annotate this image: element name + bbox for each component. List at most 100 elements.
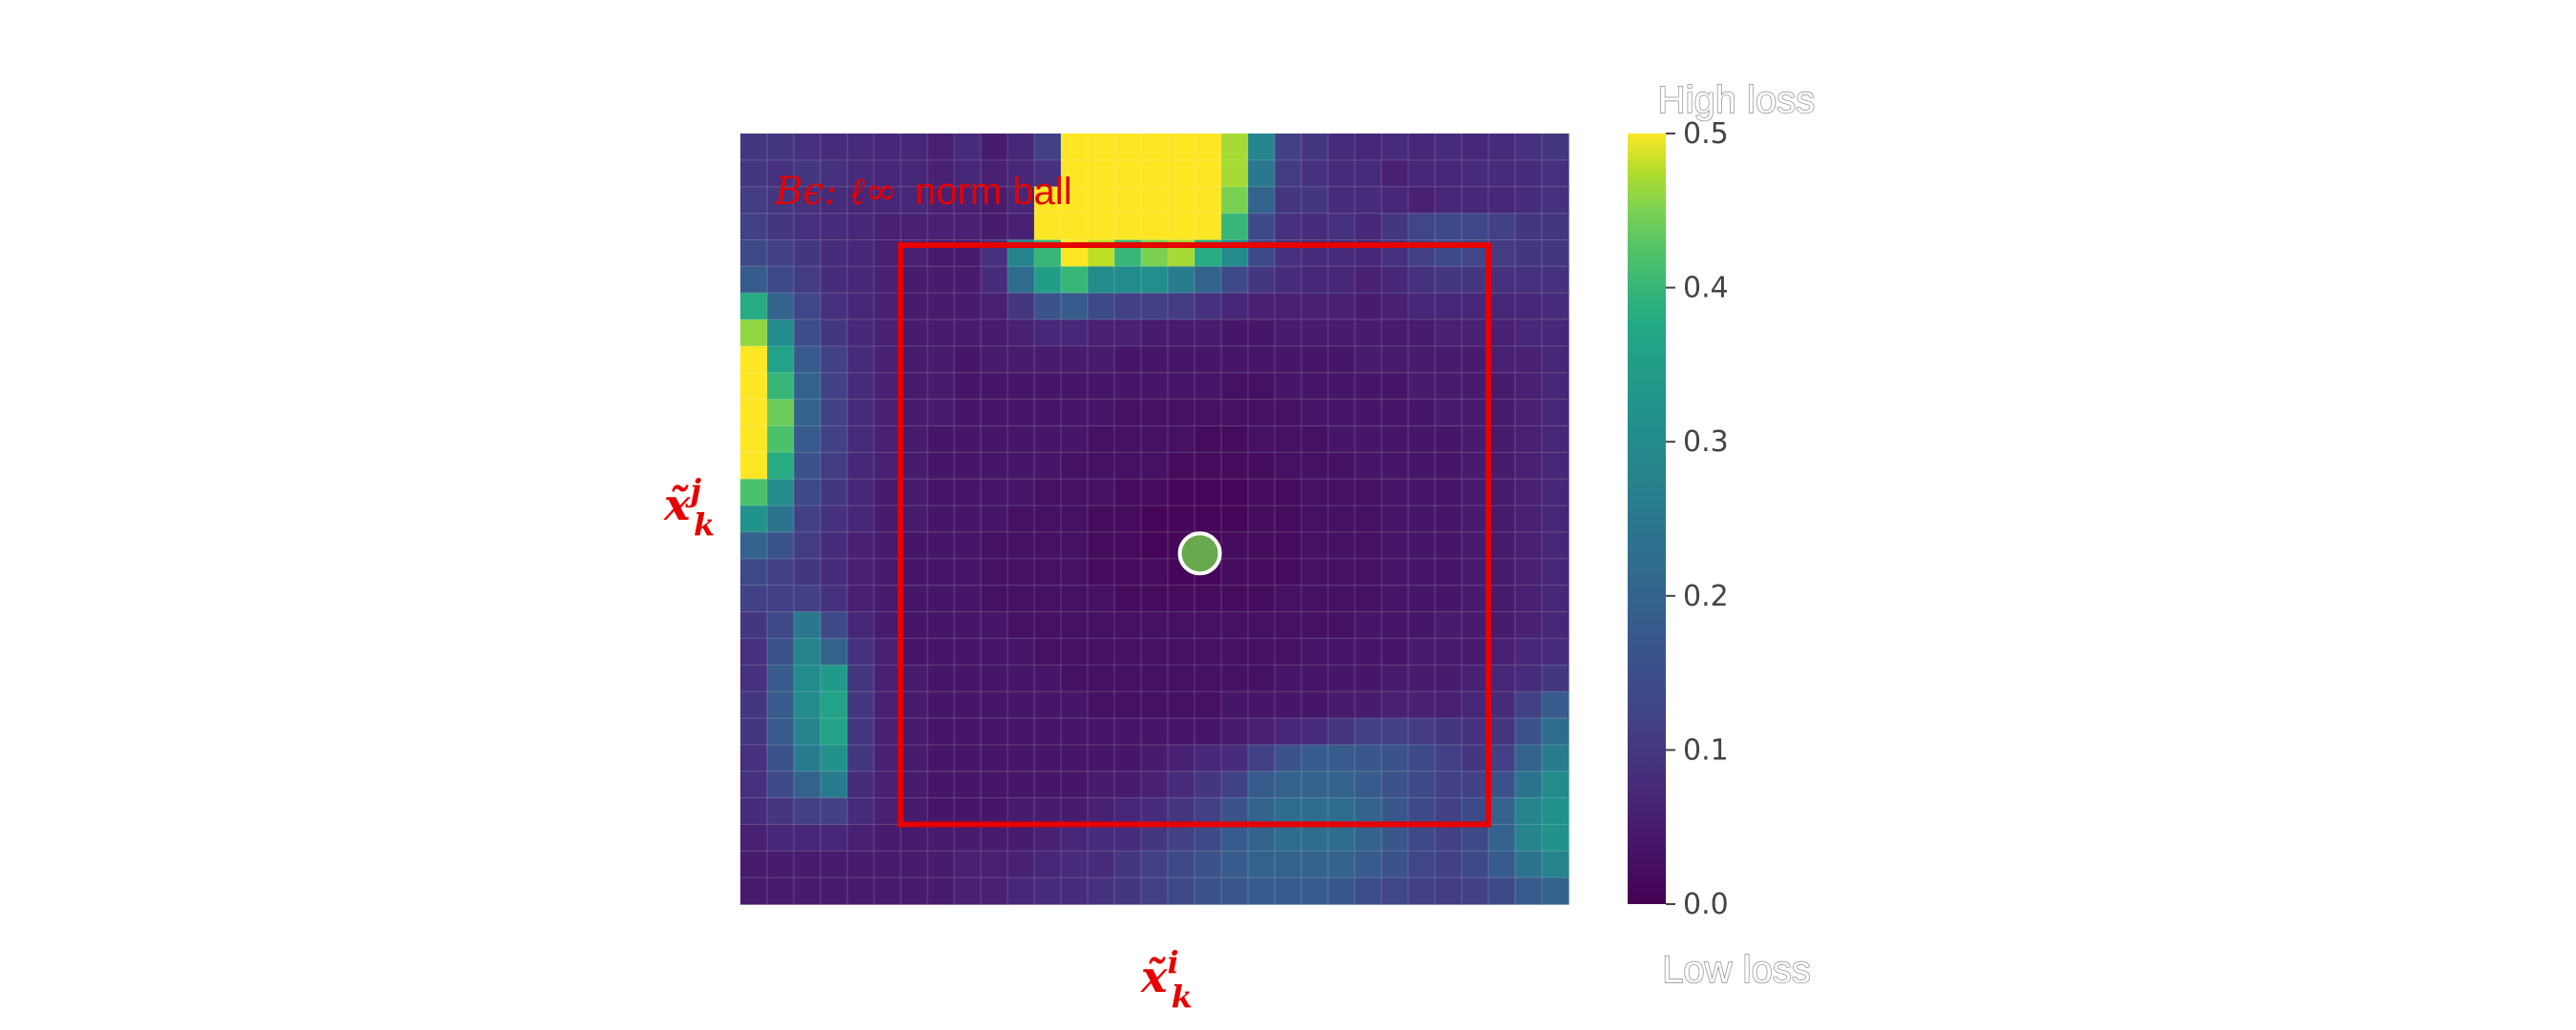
heatmap-cell — [901, 505, 928, 533]
heatmap-cell — [874, 665, 902, 692]
heatmap-cell — [847, 372, 875, 401]
heatmap-cell — [901, 319, 928, 347]
heatmap-cell — [847, 691, 875, 719]
heatmap-cell — [1301, 293, 1329, 320]
heatmap-cell — [1488, 159, 1516, 188]
heatmap-cell — [1168, 479, 1195, 506]
heatmap-cell — [874, 824, 902, 852]
heatmap-cell — [1408, 797, 1436, 826]
heatmap-cell — [1008, 345, 1035, 374]
heatmap-cell — [1435, 159, 1463, 188]
heatmap-cell — [1275, 771, 1302, 799]
heatmap-cell — [1088, 611, 1115, 639]
heatmap-cell — [1008, 611, 1035, 639]
heatmap-cell — [1515, 479, 1543, 506]
heatmap-cell — [1462, 665, 1489, 692]
heatmap-cell — [740, 213, 768, 241]
heatmap-cell — [1221, 717, 1249, 746]
heatmap-cell — [740, 399, 768, 427]
heatmap-cell — [954, 452, 982, 480]
heatmap-cell — [794, 824, 821, 852]
heatmap-cell — [1221, 771, 1249, 799]
heatmap-cell — [1114, 186, 1142, 215]
heatmap-cell — [1141, 479, 1169, 506]
heatmap-cell — [1542, 585, 1569, 613]
heatmap-cell — [1008, 425, 1035, 453]
heatmap-cell — [847, 319, 875, 347]
heatmap-cell — [1542, 159, 1569, 188]
heatmap-cell — [927, 505, 955, 533]
heatmap-cell — [1355, 558, 1382, 587]
heatmap-cell — [1488, 213, 1516, 241]
heatmap-cell — [927, 531, 955, 560]
heatmap-cell — [1515, 213, 1543, 241]
heatmap-cell — [1008, 159, 1035, 188]
heatmap-cell — [981, 505, 1008, 533]
heatmap-cell — [1488, 797, 1516, 826]
heatmap-cell — [847, 797, 875, 826]
heatmap-cell — [1141, 665, 1169, 692]
heatmap-cell — [1542, 372, 1569, 401]
heatmap-cell — [1168, 399, 1195, 427]
heatmap-cell — [740, 372, 768, 401]
heatmap-cell — [1221, 638, 1249, 666]
heatmap-cell — [1275, 797, 1302, 826]
heatmap-cell — [794, 531, 821, 560]
heatmap-cell — [1515, 851, 1543, 878]
heatmap-cell — [847, 239, 875, 267]
heatmap-cell — [1221, 744, 1249, 772]
heatmap-cell — [767, 638, 795, 666]
heatmap-cell — [1381, 771, 1409, 799]
heatmap-cell — [1088, 186, 1115, 215]
heatmap-cell — [954, 505, 982, 533]
heatmap-cell — [1275, 824, 1302, 852]
heatmap-cell — [1515, 239, 1543, 267]
heatmap-cell — [821, 425, 848, 453]
heatmap-cell — [1275, 531, 1302, 560]
heatmap-cell — [1008, 877, 1035, 905]
heatmap-cell — [874, 372, 902, 401]
heatmap-cell — [1542, 399, 1569, 427]
heatmap-cell — [1008, 585, 1035, 613]
heatmap-cell — [1168, 293, 1195, 320]
heatmap-cell — [1168, 771, 1195, 799]
heatmap-cell — [1408, 479, 1436, 506]
heatmap-cell — [954, 851, 982, 878]
heatmap-cell — [1088, 266, 1115, 294]
heatmap-cell — [1275, 717, 1302, 746]
heatmap-cell — [1408, 877, 1436, 905]
heatmap-cell — [954, 691, 982, 719]
heatmap-cell — [1248, 319, 1276, 347]
heatmap-cell — [874, 293, 902, 320]
heatmap-cell — [1061, 452, 1089, 480]
heatmap-cell — [1248, 293, 1276, 320]
heatmap-cell — [1248, 585, 1276, 613]
heatmap-cell — [1301, 134, 1329, 161]
heatmap-cell — [1221, 877, 1249, 905]
heatmap-cell — [740, 239, 768, 267]
heatmap-cell — [847, 266, 875, 294]
heatmap-cell — [1275, 691, 1302, 719]
heatmap-cell — [927, 558, 955, 587]
heatmap-cell — [1328, 691, 1356, 719]
heatmap-cell — [1381, 213, 1409, 241]
heatmap-cell — [1114, 585, 1142, 613]
heatmap-cell — [1435, 479, 1463, 506]
heatmap-cell — [1248, 134, 1276, 161]
heatmap-cell — [1355, 293, 1382, 320]
heatmap-cell — [847, 186, 875, 215]
heatmap-cell — [1515, 797, 1543, 826]
heatmap-cell — [1114, 797, 1142, 826]
heatmap-cell — [767, 877, 795, 905]
heatmap-cell — [767, 824, 795, 852]
heatmap-cell — [1008, 558, 1035, 587]
heatmap-cell — [1462, 531, 1489, 560]
heatmap-cell — [1542, 505, 1569, 533]
heatmap-cell — [1034, 159, 1062, 188]
heatmap-cell — [1488, 186, 1516, 215]
heatmap-cell — [1328, 851, 1356, 878]
heatmap-cell — [1515, 665, 1543, 692]
heatmap-cell — [1542, 691, 1569, 719]
heatmap-cell — [1435, 691, 1463, 719]
heatmap-cell — [1408, 399, 1436, 427]
